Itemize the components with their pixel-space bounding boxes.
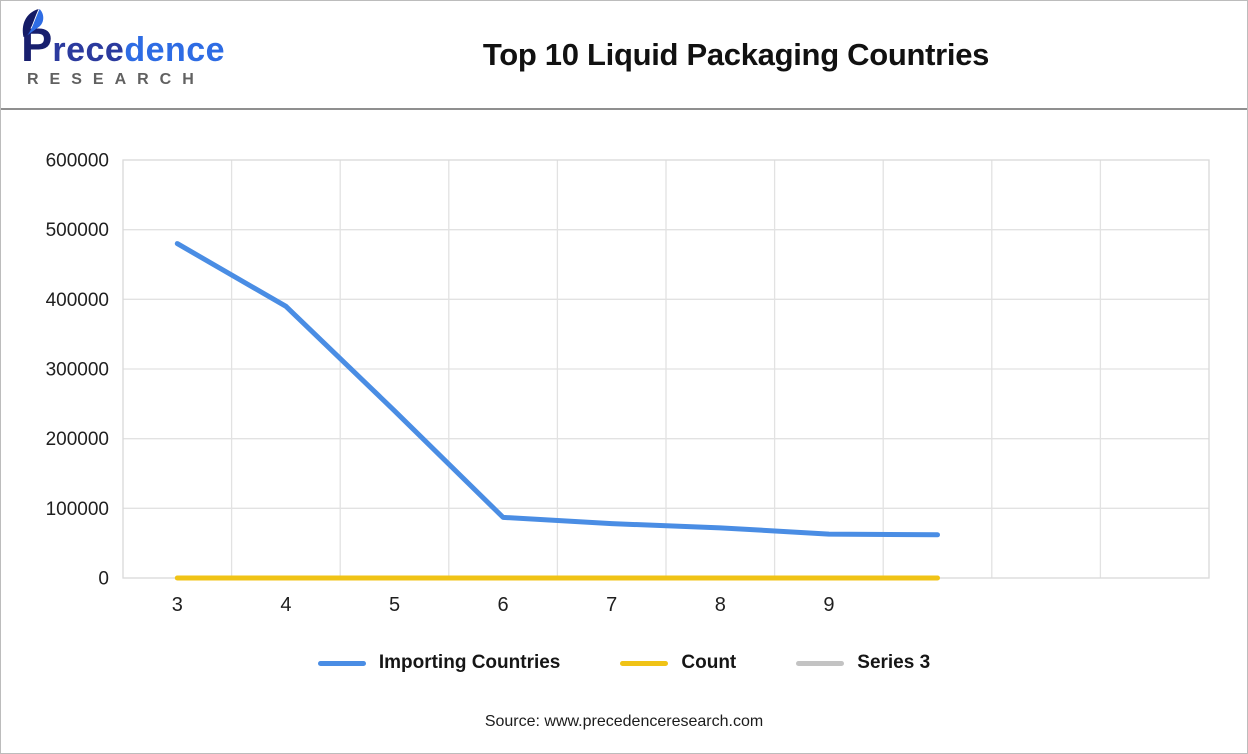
legend-label-importing-countries: Importing Countries bbox=[378, 652, 561, 673]
logo-brand-mid: rece bbox=[52, 30, 125, 69]
svg-text:400000: 400000 bbox=[46, 290, 109, 311]
logo-brand-initial: P bbox=[21, 8, 52, 68]
legend-item-count: Count bbox=[620, 652, 736, 674]
legend-swatch-importing-countries bbox=[317, 660, 366, 666]
svg-text:500000: 500000 bbox=[46, 220, 109, 241]
logo-subtitle: RESEARCH bbox=[27, 70, 205, 88]
legend-item-series-3: Series 3 bbox=[796, 652, 930, 674]
leaf-icon bbox=[22, 8, 44, 37]
svg-text:9: 9 bbox=[823, 594, 834, 616]
y-axis-labels: 0 100000 200000 300000 400000 500000 600000 bbox=[46, 151, 109, 590]
svg-text:3: 3 bbox=[172, 594, 183, 616]
gridlines bbox=[123, 160, 1209, 578]
svg-text:6: 6 bbox=[498, 594, 509, 616]
series-line-importing-countries bbox=[174, 241, 940, 538]
svg-text:4: 4 bbox=[280, 594, 291, 616]
svg-text:600000: 600000 bbox=[46, 151, 109, 172]
legend-label-series-3: Series 3 bbox=[857, 652, 931, 673]
svg-text:5: 5 bbox=[389, 594, 400, 616]
svg-text:100000: 100000 bbox=[46, 499, 109, 520]
x-axis-labels: 3 4 5 6 7 8 9 bbox=[172, 594, 835, 616]
page-title: Top 10 Liquid Packaging Countries bbox=[482, 36, 990, 72]
svg-text:8: 8 bbox=[715, 594, 726, 616]
legend-swatch-series-3 bbox=[796, 660, 845, 666]
svg-text:7: 7 bbox=[606, 594, 617, 616]
legend-item-importing-countries: Importing Countries bbox=[317, 652, 561, 674]
svg-text:200000: 200000 bbox=[46, 429, 109, 450]
legend-label-count: Count bbox=[681, 652, 737, 673]
source-text: Source: www.precedenceresearch.com bbox=[484, 713, 764, 730]
svg-text:300000: 300000 bbox=[46, 360, 109, 381]
chart-legend: Importing Countries Count Series 3 bbox=[1, 652, 1247, 674]
logo-brand-end: dence bbox=[124, 30, 226, 69]
svg-text:0: 0 bbox=[98, 569, 109, 590]
legend-swatch-count bbox=[620, 660, 669, 666]
